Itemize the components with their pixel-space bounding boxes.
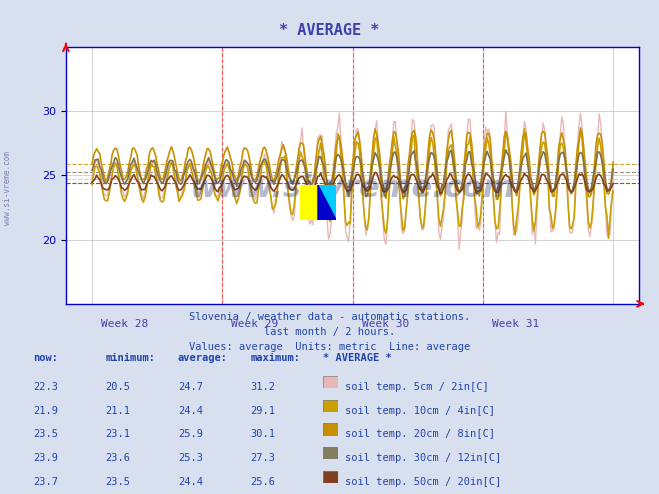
Text: 23.1: 23.1 [105, 429, 130, 439]
Text: www.si-vreme.com: www.si-vreme.com [3, 151, 13, 225]
Text: last month / 2 hours.: last month / 2 hours. [264, 327, 395, 337]
Text: Week 28: Week 28 [101, 319, 148, 329]
Text: 24.4: 24.4 [178, 406, 203, 415]
Text: Week 30: Week 30 [362, 319, 409, 329]
Text: * AVERAGE *: * AVERAGE * [323, 353, 391, 363]
Text: average:: average: [178, 353, 228, 363]
Polygon shape [318, 185, 336, 220]
Text: 23.5: 23.5 [105, 477, 130, 487]
Text: Week 29: Week 29 [231, 319, 279, 329]
Text: Values: average  Units: metric  Line: average: Values: average Units: metric Line: aver… [189, 342, 470, 352]
Text: 27.3: 27.3 [250, 453, 275, 463]
Text: www.si-vreme.com: www.si-vreme.com [190, 174, 515, 203]
Text: minimum:: minimum: [105, 353, 156, 363]
Text: 24.4: 24.4 [178, 477, 203, 487]
Text: soil temp. 30cm / 12in[C]: soil temp. 30cm / 12in[C] [345, 453, 501, 463]
Text: 21.1: 21.1 [105, 406, 130, 415]
Text: 21.9: 21.9 [33, 406, 58, 415]
Text: 25.3: 25.3 [178, 453, 203, 463]
Text: 23.5: 23.5 [33, 429, 58, 439]
Text: Slovenia / weather data - automatic stations.: Slovenia / weather data - automatic stat… [189, 312, 470, 322]
Text: 20.5: 20.5 [105, 382, 130, 392]
Text: 23.7: 23.7 [33, 477, 58, 487]
Text: 29.1: 29.1 [250, 406, 275, 415]
Text: 24.7: 24.7 [178, 382, 203, 392]
Text: Week 31: Week 31 [492, 319, 539, 329]
Text: * AVERAGE *: * AVERAGE * [279, 23, 380, 38]
Text: 31.2: 31.2 [250, 382, 275, 392]
Text: soil temp. 20cm / 8in[C]: soil temp. 20cm / 8in[C] [345, 429, 495, 439]
Text: now:: now: [33, 353, 58, 363]
Text: 25.6: 25.6 [250, 477, 275, 487]
Text: soil temp. 5cm / 2in[C]: soil temp. 5cm / 2in[C] [345, 382, 488, 392]
Text: maximum:: maximum: [250, 353, 301, 363]
Text: 23.6: 23.6 [105, 453, 130, 463]
Text: soil temp. 50cm / 20in[C]: soil temp. 50cm / 20in[C] [345, 477, 501, 487]
Text: 22.3: 22.3 [33, 382, 58, 392]
Text: 23.9: 23.9 [33, 453, 58, 463]
Text: soil temp. 10cm / 4in[C]: soil temp. 10cm / 4in[C] [345, 406, 495, 415]
Text: 25.9: 25.9 [178, 429, 203, 439]
Text: 30.1: 30.1 [250, 429, 275, 439]
Polygon shape [318, 185, 336, 220]
